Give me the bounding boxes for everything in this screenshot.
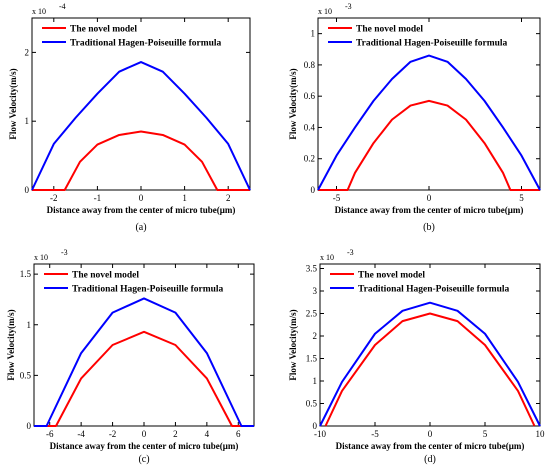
series-line-novel-model	[32, 130, 250, 191]
y-exponent-power: -3	[345, 2, 352, 11]
y-tick-label: 0	[311, 185, 316, 195]
panel-label: (b)	[423, 222, 435, 233]
legend-entry: The novel model	[70, 25, 137, 35]
y-exponent-base: x 10	[320, 253, 334, 262]
x-axis-label: Distance away from the center of micro t…	[336, 441, 525, 451]
x-tick-label: -6	[46, 429, 54, 439]
y-tick-label: 1.5	[306, 354, 318, 364]
y-tick-label: 1	[311, 29, 316, 39]
chart-panel-1: -2 -1 0 1 2 0 1 2 x 10 -4 The novel model Tradition…	[8, 2, 251, 233]
x-axis-label: Distance away from the center of micro t…	[47, 205, 236, 215]
series-line-novel-model	[318, 99, 540, 191]
panel-label: (a)	[135, 222, 146, 233]
x-tick-label: -2	[50, 193, 58, 203]
y-tick-label: 0	[25, 185, 30, 195]
series-line-hagen-poiseuille	[317, 54, 541, 191]
series-line-hagen-poiseuille	[34, 297, 254, 427]
panel-label: (c)	[138, 454, 149, 465]
y-tick-label: 0.2	[304, 154, 315, 164]
y-exponent-power: -3	[61, 248, 68, 257]
y-exponent-base: x 10	[318, 7, 332, 16]
x-tick-label: 2	[226, 193, 231, 203]
legend-entry: The novel model	[358, 271, 425, 281]
y-exponent-base: x 10	[34, 253, 48, 262]
y-tick-label: 1	[27, 320, 32, 330]
chart-panel-2: -5 0 5 0 0.2 0.4 0.6 0.8 1 x 10 -3 The novel model T…	[288, 2, 541, 233]
y-axis-label: Flow Velocity(m/s)	[8, 68, 18, 139]
legend-entry: Traditional Hagen-Poiseuille formula	[356, 39, 508, 49]
x-tick-label: 2	[173, 429, 178, 439]
x-tick-label: 0	[139, 193, 144, 203]
x-tick-label: 4	[205, 429, 210, 439]
x-tick-label: -10	[314, 429, 326, 439]
y-axis-label: Flow Velocity(m/s)	[288, 309, 298, 380]
legend-entry: Traditional Hagen-Poiseuille formula	[70, 39, 222, 49]
series-line-novel-model	[34, 330, 254, 427]
y-exponent-power: -3	[347, 248, 354, 257]
plot-area	[317, 17, 541, 191]
series-line-novel-model	[324, 312, 536, 427]
y-tick-label: 0	[313, 421, 318, 431]
x-tick-label: 6	[236, 429, 241, 439]
x-tick-label: 5	[519, 193, 524, 203]
y-tick-label: 2.5	[306, 309, 318, 319]
x-tick-label: -2	[109, 429, 117, 439]
legend-entry: The novel model	[356, 25, 423, 35]
legend-entry: Traditional Hagen-Poiseuille formula	[358, 285, 510, 295]
y-tick-label: 1	[313, 376, 318, 386]
series-line-hagen-poiseuille	[31, 61, 251, 191]
legend-entry: Traditional Hagen-Poiseuille formula	[72, 285, 224, 295]
x-tick-label: -1	[94, 193, 102, 203]
y-tick-label: 0.5	[20, 370, 32, 380]
x-tick-label: 10	[536, 429, 546, 439]
y-exponent-base: x 10	[32, 7, 46, 16]
y-tick-label: 3.5	[306, 264, 318, 274]
y-axis-label: Flow Velocity(m/s)	[288, 68, 298, 139]
x-tick-label: -5	[333, 193, 341, 203]
y-tick-label: 2	[313, 331, 318, 341]
x-tick-label: 0	[427, 193, 432, 203]
y-tick-label: 1	[25, 116, 30, 126]
y-tick-label: 0.4	[304, 122, 316, 132]
x-tick-label: -5	[371, 429, 379, 439]
plot-area	[31, 17, 251, 191]
x-axis-label: Distance away from the center of micro t…	[335, 205, 524, 215]
y-tick-label: 0	[27, 421, 32, 431]
x-tick-label: 0	[142, 429, 147, 439]
x-tick-label: 5	[483, 429, 488, 439]
x-axis-label: Distance away from the center of micro t…	[50, 441, 239, 451]
panel-label: (d)	[424, 454, 436, 465]
y-exponent-power: -4	[59, 2, 66, 11]
legend-entry: The novel model	[72, 271, 139, 281]
x-tick-label: 1	[182, 193, 187, 203]
x-tick-label: -4	[77, 429, 85, 439]
y-tick-label: 0.5	[306, 399, 318, 409]
chart-panel-3: -6 -4 -2 0 2 4 6 0 0.5 1 1.5x 10 -3 The novel model T…	[6, 248, 255, 465]
y-tick-label: 3	[313, 286, 318, 296]
y-tick-label: 0.6	[304, 91, 316, 101]
y-axis-label: Flow Velocity(m/s)	[6, 309, 16, 380]
y-tick-label: 0.8	[304, 60, 316, 70]
x-tick-label: 0	[428, 429, 433, 439]
y-tick-label: 1.5	[20, 269, 32, 279]
series-line-hagen-poiseuille	[319, 301, 541, 427]
chart-panel-4: -10 -5 0 5 10 0 0.5 1 1.5 2 2.5 3 3.5x 10 -3 The novel…	[288, 248, 545, 465]
plot-area	[319, 263, 541, 427]
y-tick-label: 2	[25, 47, 30, 57]
